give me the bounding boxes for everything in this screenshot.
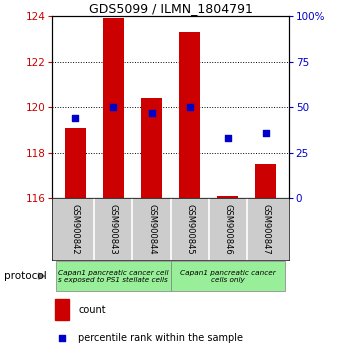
Title: GDS5099 / ILMN_1804791: GDS5099 / ILMN_1804791 — [89, 2, 252, 15]
Bar — [179, 32, 200, 198]
Text: GSM900845: GSM900845 — [185, 204, 194, 255]
Bar — [141, 98, 162, 198]
Point — [110, 104, 116, 110]
Text: protocol: protocol — [4, 271, 46, 281]
Point — [187, 104, 192, 110]
Text: GSM900842: GSM900842 — [71, 204, 80, 255]
Text: Capan1 pancreatic cancer cell
s exposed to PS1 stellate cells: Capan1 pancreatic cancer cell s exposed … — [58, 269, 169, 283]
Point — [225, 135, 231, 141]
Point — [149, 110, 155, 115]
Text: Capan1 pancreatic cancer
cells only: Capan1 pancreatic cancer cells only — [180, 269, 276, 283]
Text: GSM900843: GSM900843 — [109, 204, 118, 255]
Point — [59, 336, 65, 341]
FancyBboxPatch shape — [171, 261, 285, 291]
Text: GSM900844: GSM900844 — [147, 204, 156, 255]
Point — [263, 130, 269, 136]
Text: count: count — [78, 305, 106, 315]
Text: GSM900847: GSM900847 — [261, 204, 270, 255]
Bar — [103, 18, 124, 198]
Point — [72, 115, 78, 121]
Bar — [55, 299, 69, 320]
Text: GSM900846: GSM900846 — [223, 204, 232, 255]
Bar — [256, 164, 277, 198]
FancyBboxPatch shape — [56, 261, 171, 291]
Bar — [217, 196, 238, 198]
Text: percentile rank within the sample: percentile rank within the sample — [78, 333, 243, 343]
Bar — [65, 127, 86, 198]
